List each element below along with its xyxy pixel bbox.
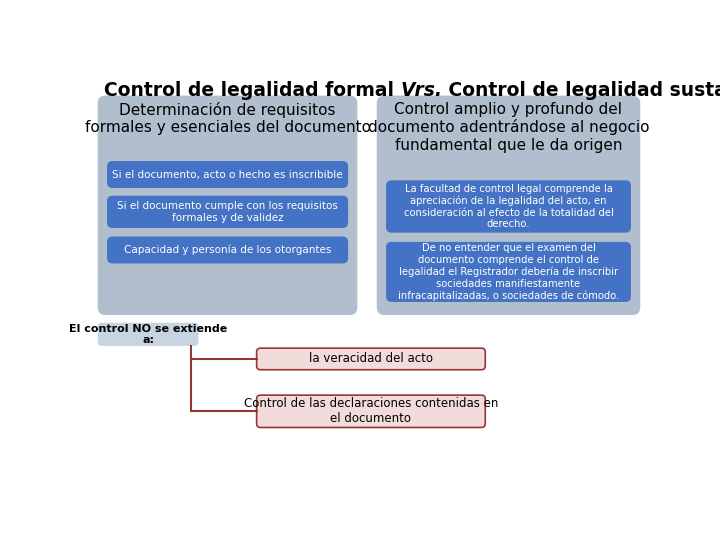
- Text: Si el documento, acto o hecho es inscribible: Si el documento, acto o hecho es inscrib…: [112, 170, 343, 179]
- Text: Control amplio y profundo del
documento adentrándose al negocio
fundamental que : Control amplio y profundo del documento …: [368, 102, 649, 153]
- Text: Determinación de requisitos
formales y esenciales del documento: Determinación de requisitos formales y e…: [84, 102, 371, 135]
- FancyBboxPatch shape: [107, 195, 348, 228]
- FancyBboxPatch shape: [377, 96, 640, 315]
- Text: Control de las declaraciones contenidas en
el documento: Control de las declaraciones contenidas …: [244, 397, 498, 426]
- FancyBboxPatch shape: [107, 161, 348, 188]
- Text: la veracidad del acto: la veracidad del acto: [309, 353, 433, 366]
- Text: El control NO se extiende
a:: El control NO se extiende a:: [69, 323, 228, 345]
- FancyBboxPatch shape: [386, 242, 631, 302]
- FancyBboxPatch shape: [98, 96, 357, 315]
- FancyBboxPatch shape: [256, 348, 485, 370]
- Text: La facultad de control legal comprende la
apreciación de la legalidad del acto, : La facultad de control legal comprende l…: [404, 184, 613, 229]
- FancyBboxPatch shape: [386, 180, 631, 233]
- Text: Si el documento cumple con los requisitos
formales y de validez: Si el documento cumple con los requisito…: [117, 201, 338, 222]
- Text: Control de legalidad sustancial.: Control de legalidad sustancial.: [443, 81, 720, 100]
- Text: De no entender que el examen del
documento comprende el control de
legalidad el : De no entender que el examen del documen…: [398, 243, 619, 301]
- FancyBboxPatch shape: [107, 237, 348, 264]
- FancyBboxPatch shape: [98, 323, 199, 346]
- Text: Control de legalidad formal: Control de legalidad formal: [104, 81, 400, 100]
- Text: Capacidad y personía de los otorgantes: Capacidad y personía de los otorgantes: [124, 245, 331, 255]
- FancyBboxPatch shape: [256, 395, 485, 428]
- Text: Vrs.: Vrs.: [400, 81, 443, 100]
